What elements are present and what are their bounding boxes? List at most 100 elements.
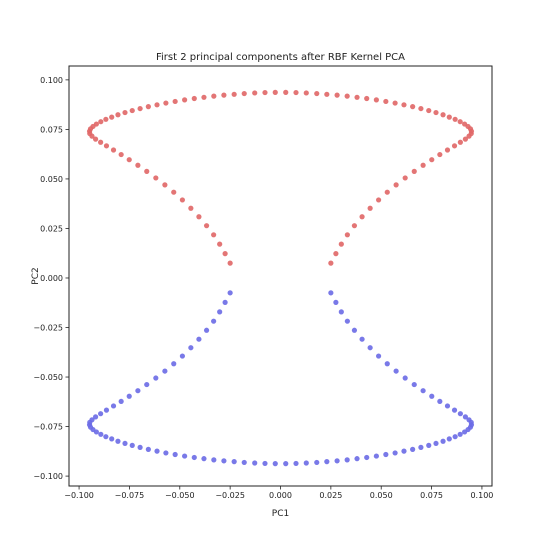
blue-point [351,327,358,333]
red-point [384,189,390,195]
red-point [283,89,289,95]
red-point [402,175,408,181]
blue-point [89,417,95,423]
red-point [89,133,95,139]
red-point [367,205,373,211]
x-tick-label: −0.050 [165,491,195,500]
red-point [383,98,389,105]
red-point [462,121,468,127]
blue-point [303,460,309,466]
blue-point [383,451,389,458]
blue-point [426,442,432,448]
y-axis-label: PC2 [31,267,41,284]
red-point [451,143,458,149]
blue-point [179,353,185,359]
y-tick-label: 0.100 [40,76,63,85]
blue-point [110,403,117,409]
red-point [334,92,340,98]
blue-point [283,461,289,467]
red-point [444,147,451,153]
red-point [393,182,399,188]
red-point [462,136,469,142]
blue-point [440,438,446,444]
blue-point [344,457,350,463]
blue-point [376,353,382,359]
blue-point [444,403,451,409]
blue-point [328,290,334,296]
blue-point [324,459,330,465]
red-point [217,241,223,247]
red-point [227,260,233,266]
red-point [446,114,452,120]
blue-point [334,458,340,464]
red-point [373,97,379,103]
red-point [162,182,168,188]
red-point [392,100,398,106]
red-point [351,223,358,229]
blue-point [196,336,202,342]
blue-point [103,407,110,413]
red-point [457,139,463,145]
red-point [129,107,135,114]
blue-point [411,381,417,388]
blue-point [272,461,278,467]
blue-point [452,434,458,440]
red-point [144,168,150,174]
red-point [98,119,104,125]
y-tick-label: 0.000 [40,274,63,283]
red-point [293,89,299,96]
red-point [437,151,443,158]
red-point [420,162,426,168]
blue-point [367,345,373,351]
red-point [103,143,110,149]
blue-point [418,444,424,450]
blue-point [103,434,109,440]
blue-point [92,414,99,420]
blue-point [429,393,435,399]
red-point [211,232,217,238]
red-point [344,93,350,99]
red-point [154,102,160,108]
blue-point [129,442,135,448]
y-tick-label: −0.050 [33,373,63,382]
red-point [122,109,128,116]
blue-point [338,309,344,315]
red-point [135,162,141,168]
red-point [222,251,228,257]
blue-point [122,440,128,447]
blue-point [115,438,121,444]
x-tick-label: −0.100 [64,491,94,500]
chart-title: First 2 principal components after RBF K… [156,52,405,63]
red-point [303,90,309,96]
blue-point [171,361,177,367]
blue-point [201,456,207,462]
red-point [426,107,432,114]
x-tick-label: 0.025 [319,491,342,500]
blue-point [98,411,104,417]
red-point [440,112,446,118]
red-point [333,251,339,257]
blue-point [433,440,439,447]
x-tick-label: 0.000 [269,491,292,500]
blue-point [154,448,160,454]
scatter-points [86,89,475,467]
blue-point [172,451,178,458]
red-point [457,119,463,125]
blue-point [153,375,159,381]
red-point [376,197,382,203]
red-point [115,112,121,118]
blue-point [364,454,370,461]
red-point [103,116,109,122]
blue-point [457,411,463,417]
blue-point [241,459,247,466]
blue-point [437,398,443,405]
blue-point [333,299,339,305]
blue-point [126,393,132,399]
blue-point [392,450,398,456]
red-point [433,109,439,116]
red-point [191,95,197,102]
x-tick-label: −0.075 [115,491,145,500]
red-point [252,90,258,96]
red-point [359,214,365,220]
